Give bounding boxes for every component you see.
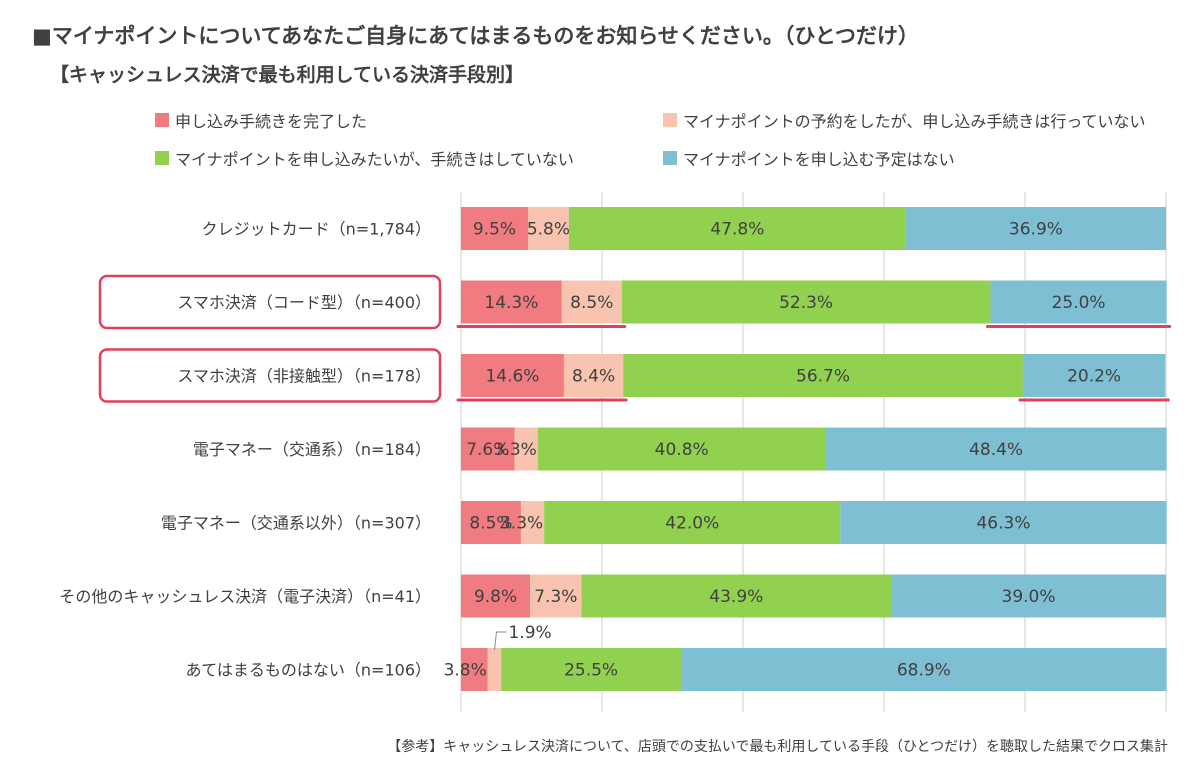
data-label: 5.8% [527, 220, 570, 240]
category-label: スマホ決済（コード型）（n=400） [177, 293, 431, 312]
bar-segment [461, 501, 521, 544]
data-label: 1.9% [508, 623, 551, 643]
bar-segment [461, 574, 531, 618]
legend-item-want: マイナポイントを申し込みたいが、手続きはしていない [155, 146, 574, 170]
data-label: 3.3% [500, 514, 543, 534]
legend-swatch [663, 113, 677, 127]
data-label: 48.4% [969, 440, 1023, 460]
legend-item-reserved: マイナポイントの予約をしたが、申し込み手続きは行っていない [663, 108, 1146, 132]
legend-label: マイナポイントの予約をしたが、申し込み手続きは行っていない [683, 112, 1146, 131]
legend-item-no-plan: マイナポイントを申し込む予定はない [663, 146, 955, 170]
category-label: その他のキャッシュレス決済（電子決済）（n=41） [59, 587, 431, 606]
bar-segment [461, 427, 515, 471]
data-label: 52.3% [779, 293, 833, 313]
data-label: 40.8% [655, 440, 709, 460]
bar-segment [544, 501, 841, 544]
data-label: 25.5% [564, 661, 618, 681]
category-highlight-box [98, 348, 442, 403]
chart-subtitle: 【キャッシュレス決済で最も利用している決済手段別】 [50, 64, 525, 86]
bar-segment [537, 427, 826, 471]
legend-swatch [663, 151, 677, 165]
data-label: 68.9% [897, 661, 951, 681]
category-label: あてはまるものはない（n=106） [186, 661, 431, 680]
data-label: 42.0% [665, 514, 719, 534]
data-label: 20.2% [1067, 367, 1121, 387]
bar-segment [501, 648, 681, 691]
bar-segment [527, 207, 569, 250]
data-label: 7.6% [466, 440, 509, 460]
bar-segment [623, 354, 1023, 397]
bar-segment [530, 574, 582, 618]
callout-leader-line [493, 631, 507, 651]
bar-segment [680, 648, 1167, 691]
bar-segment [487, 648, 502, 691]
bar-segment [461, 280, 562, 324]
bar-segment [514, 427, 538, 471]
data-label: 43.9% [709, 587, 763, 607]
data-label: 7.3% [534, 587, 577, 607]
data-label: 14.3% [484, 293, 538, 313]
category-label: スマホ決済（非接触型）（n=178） [177, 367, 431, 386]
data-label: 3.3% [494, 440, 537, 460]
data-label: 8.4% [572, 367, 615, 387]
legend-swatch [155, 113, 169, 127]
bar-segment [990, 280, 1167, 324]
bar-segment [891, 574, 1166, 618]
category-label: 電子マネー（交通系）（n=184） [193, 440, 431, 459]
data-label: 25.0% [1052, 293, 1106, 313]
legend-item-applied: 申し込み手続きを完了した [155, 108, 367, 132]
data-label: 8.5% [469, 514, 512, 534]
data-label: 9.5% [473, 220, 516, 240]
bar-segment [905, 207, 1166, 250]
bar-segment [825, 427, 1167, 471]
bar-segment [568, 207, 906, 250]
bar-segment [621, 280, 991, 324]
chart-title: ■マイナポイントについてあなたご自身にあてはまるものをお知らせください。（ひとつ… [32, 24, 919, 48]
category-highlight-box [98, 274, 442, 330]
data-label: 36.9% [1009, 220, 1063, 240]
bar-segment [1022, 354, 1166, 397]
category-label: クレジットカード（n=1,784） [202, 220, 431, 239]
bar-segment [461, 354, 564, 397]
data-label: 3.8% [444, 661, 487, 681]
bar-segment [461, 207, 528, 250]
legend-label: 申し込み手続きを完了した [175, 112, 368, 131]
bar-segment [520, 501, 545, 544]
footnote: 【参考】キャッシュレス決済について、店頭での支払いで最も利用している手段（ひとつ… [387, 739, 1168, 755]
data-label: 9.8% [474, 587, 517, 607]
data-label: 46.3% [976, 514, 1030, 534]
legend-label: マイナポイントを申し込みたいが、手続きはしていない [175, 150, 574, 169]
legend: 申し込み手続きを完了した マイナポイントの予約をしたが、申し込み手続きは行ってい… [0, 0, 1200, 180]
data-label: 47.8% [710, 220, 764, 240]
legend-label: マイナポイントを申し込む予定はない [683, 150, 955, 169]
bar-segment [561, 280, 622, 324]
category-label: 電子マネー（交通系以外）（n=307） [161, 514, 431, 533]
bar-segment [581, 574, 892, 618]
legend-swatch [155, 151, 169, 165]
bar-segment [840, 501, 1167, 544]
data-label: 39.0% [1002, 587, 1056, 607]
data-label: 8.5% [570, 293, 613, 313]
bar-segment [563, 354, 624, 397]
data-label: 14.6% [485, 367, 539, 387]
data-label: 56.7% [796, 367, 850, 387]
bar-segment [461, 648, 488, 691]
